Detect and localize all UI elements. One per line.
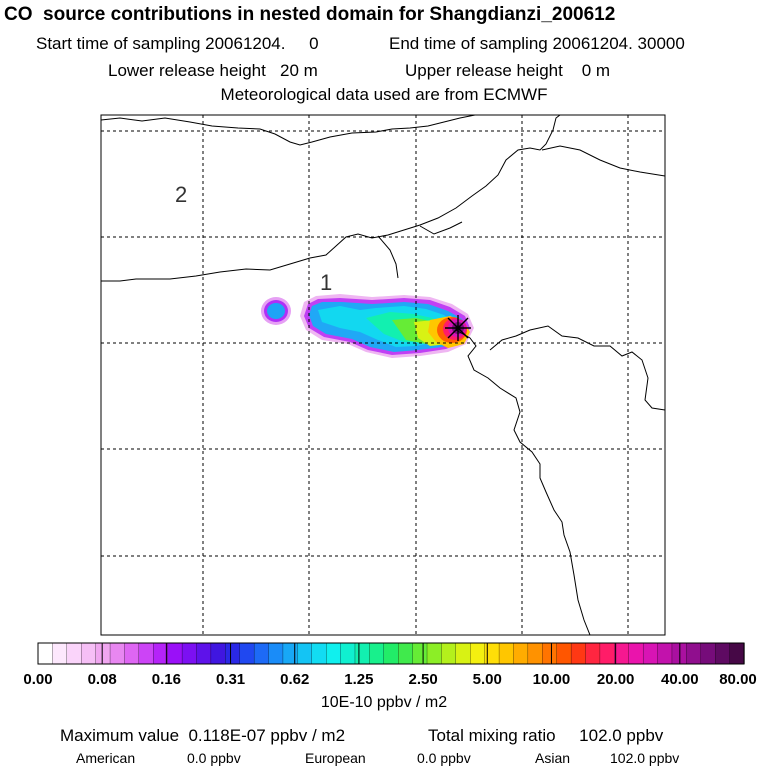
color-scale-cell: [556, 642, 572, 665]
color-scale-label: 10.00: [533, 671, 571, 688]
receptor-star-icon: [445, 315, 471, 341]
european-value: 0.0 ppbv: [417, 750, 471, 766]
color-scale-cell: [124, 642, 140, 665]
color-scale-cell: [614, 642, 630, 665]
color-scale-cell: [642, 642, 659, 665]
color-scale-label: 40.00: [661, 671, 699, 688]
color-scale-cell: [470, 642, 486, 665]
coastlines: [101, 115, 665, 635]
color-scale-cell: [311, 642, 327, 665]
color-scale-bar: 0.00 0.08 0.16 0.31 0.62 1.25 2.50 5.00 10.00 20.…: [23, 642, 757, 688]
color-scale-cell: [498, 642, 515, 665]
color-scale-cell: [210, 642, 226, 665]
domain-label-2: 2: [175, 182, 187, 207]
lower-release-height-text: Lower release height 20 m: [108, 61, 318, 80]
asian-value: 102.0 ppbv: [610, 750, 680, 766]
color-scale-label: 0.16: [152, 671, 181, 688]
color-scale-cell: [383, 642, 399, 665]
domain-label-1: 1: [320, 270, 332, 295]
color-scale-cell: [369, 642, 385, 665]
color-scale-cell: [326, 642, 342, 665]
color-scale-cell: [81, 642, 97, 665]
color-scale-cell: [729, 642, 745, 665]
color-scale-cell: [52, 642, 68, 665]
color-scale-cell: [138, 642, 154, 665]
color-scale-cell: [109, 642, 126, 665]
color-scale-cell: [715, 642, 731, 665]
color-scale-cell: [297, 642, 313, 665]
color-scale-cell: [527, 642, 543, 665]
color-scale-cell: [239, 642, 255, 665]
color-scale-label: 20.00: [597, 671, 635, 688]
map-contents: [101, 115, 665, 635]
color-scale-label: 5.00: [473, 671, 502, 688]
color-scale-cell: [628, 642, 644, 665]
color-scale-label: 0.00: [23, 671, 52, 688]
color-scale-cell: [513, 642, 529, 665]
color-scale-unit: 10E-10 ppbv / m2: [320, 694, 448, 711]
color-scale-label: 0.08: [88, 671, 117, 688]
color-scale-cell: [657, 642, 673, 665]
color-scale-label: 0.31: [216, 671, 245, 688]
color-scale-cell: [354, 642, 371, 665]
color-scale-cell: [37, 642, 54, 665]
american-label: American: [76, 750, 136, 766]
total-mixing-ratio-text: Total mixing ratio 102.0 ppbv: [428, 726, 664, 745]
sampling-start-text: Start time of sampling 20061204. 0: [36, 34, 319, 53]
map-panel: 2 1: [100, 114, 666, 636]
color-scale-cell: [167, 642, 183, 665]
color-scale-label: 2.50: [408, 671, 437, 688]
color-scale-cell: [340, 642, 356, 665]
color-scale-cell: [570, 642, 587, 665]
color-scale-cell: [196, 642, 212, 665]
color-scale-cell: [268, 642, 284, 665]
lat-lon-grid: [101, 115, 665, 635]
map-title: CO source contributions in nested domain…: [4, 4, 616, 25]
color-scale-cell: [441, 642, 457, 665]
color-scale-cell: [225, 642, 241, 665]
european-label: European: [305, 750, 366, 766]
color-scale-label: 1.25: [344, 671, 373, 688]
asian-label: Asian: [535, 750, 571, 766]
color-scale-cell: [412, 642, 428, 665]
color-scale-label: 0.62: [280, 671, 309, 688]
color-scale-cells: [37, 642, 745, 665]
american-value: 0.0 ppbv: [187, 750, 241, 766]
color-scale-cell: [542, 642, 558, 665]
color-scale-cell: [599, 642, 615, 665]
color-scale-cell: [455, 642, 471, 665]
color-scale-label: 80.00: [719, 671, 757, 688]
color-scale-cell: [585, 642, 601, 665]
color-scale-cell: [426, 642, 443, 665]
concentration-plume: [261, 294, 474, 358]
color-scale-cell: [95, 642, 111, 665]
sampling-end-text: End time of sampling 20061204. 30000: [389, 34, 685, 53]
color-scale-cell: [398, 642, 414, 665]
color-scale-labels: 0.00 0.08 0.16 0.31 0.62 1.25 2.50 5.00 10.00 20.…: [23, 671, 756, 688]
color-scale-cell: [686, 642, 702, 665]
color-scale-cell: [282, 642, 299, 665]
color-scale-cell: [66, 642, 82, 665]
upper-release-height-text: Upper release height 0 m: [405, 61, 611, 80]
color-scale-cell: [253, 642, 270, 665]
meteorological-data-text: Meteorological data used are from ECMWF: [220, 85, 548, 104]
maximum-value-text: Maximum value 0.118E-07 ppbv / m2: [60, 726, 346, 745]
color-scale-cell: [700, 642, 716, 665]
color-scale-cell: [181, 642, 198, 665]
